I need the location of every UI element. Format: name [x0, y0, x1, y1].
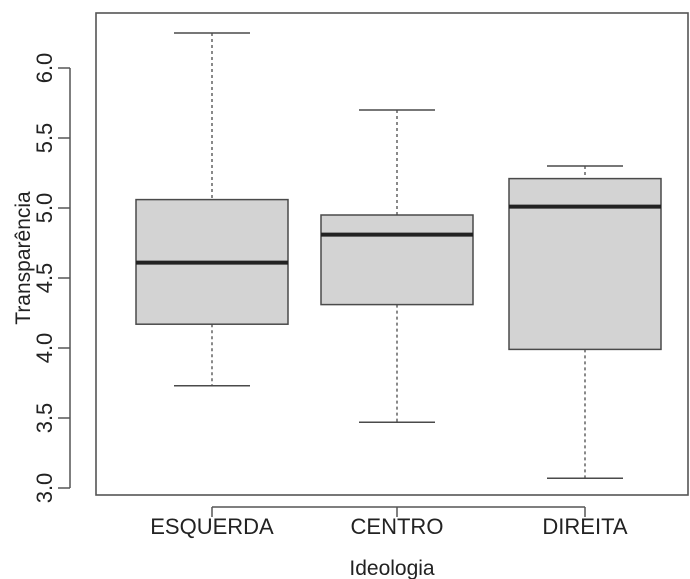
y-tick-label: 3.0 — [32, 473, 57, 504]
x-axis: ESQUERDA CENTRO DIREITA — [150, 506, 628, 539]
y-tick-label: 6.0 — [32, 53, 57, 84]
x-tick-label: ESQUERDA — [150, 514, 274, 539]
box-esquerda — [135, 32, 289, 387]
y-tick-label: 5.0 — [32, 193, 57, 224]
y-tick-label: 5.5 — [32, 123, 57, 154]
box-direita — [508, 165, 662, 479]
y-axis: 3.0 3.5 4.0 4.5 5.0 5.5 6.0 — [32, 53, 71, 504]
y-axis-label: Transparência — [12, 191, 35, 325]
boxes-layer — [135, 32, 662, 479]
plot-frame — [95, 12, 689, 496]
y-tick-label: 4.0 — [32, 333, 57, 364]
y-tick-label: 3.5 — [32, 403, 57, 434]
iqr-box — [508, 177, 662, 351]
y-tick-label: 4.5 — [32, 263, 57, 294]
iqr-box — [320, 214, 474, 306]
x-tick-label: DIREITA — [542, 514, 627, 539]
box-centro — [320, 109, 474, 423]
x-tick-label: CENTRO — [351, 514, 444, 539]
x-axis-label: Ideologia — [349, 557, 435, 579]
